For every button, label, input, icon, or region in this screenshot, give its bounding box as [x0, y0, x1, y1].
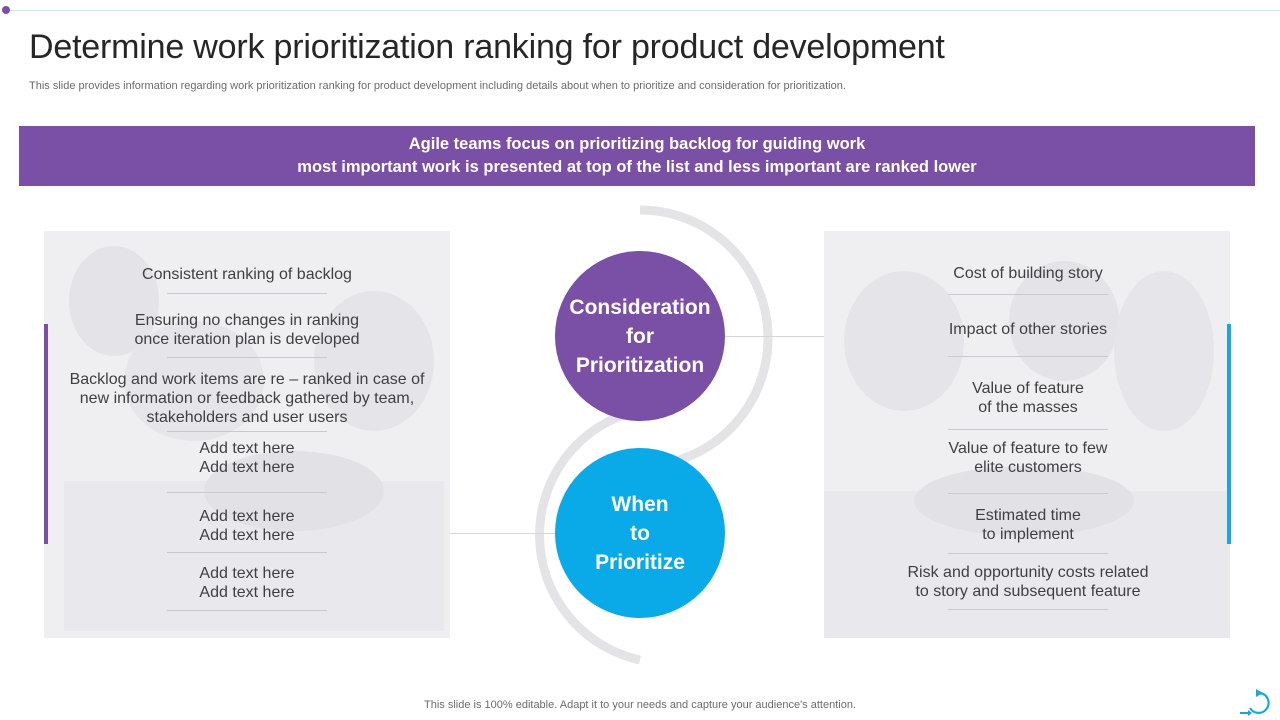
list-item: Ensuring no changes in ranking once iter… [134, 312, 360, 348]
left-connector [450, 533, 555, 534]
banner-line-1: Agile teams focus on prioritizing backlo… [408, 135, 866, 153]
left-accent-bar [44, 324, 48, 544]
right-accent-bar [1227, 324, 1231, 544]
list-item: Cost of building story [953, 265, 1103, 282]
divider [167, 610, 327, 611]
consideration-circle: Consideration for Prioritization [555, 251, 725, 421]
list-item: Backlog and work items are re – ranked i… [69, 371, 425, 426]
list-item: Add text here Add text here [199, 440, 295, 476]
top-rule [6, 10, 1280, 11]
refresh-arrow-icon [1240, 689, 1270, 716]
list-item: Value of feature of the masses [972, 380, 1084, 416]
office-photo-faded [824, 231, 1230, 638]
divider [167, 357, 327, 358]
right-connector [725, 336, 824, 337]
divider [167, 431, 327, 432]
slide-title: Determine work prioritization ranking fo… [29, 28, 945, 66]
slide-subtitle: This slide provides information regardin… [29, 80, 846, 92]
footer-note: This slide is 100% editable. Adapt it to… [424, 699, 856, 711]
list-item: Estimated time to implement [975, 507, 1081, 543]
list-item: Risk and opportunity costs related to st… [907, 564, 1149, 600]
agile-banner: Agile teams focus on prioritizing backlo… [19, 126, 1255, 186]
divider [948, 493, 1108, 494]
when-to-prioritize-circle: When to Prioritize [555, 448, 725, 618]
divider [948, 609, 1108, 610]
divider [948, 356, 1108, 357]
divider [167, 492, 327, 493]
divider [948, 294, 1108, 295]
top-rule-dot [2, 6, 10, 14]
office-photo-faded [44, 231, 450, 638]
right-panel [824, 231, 1230, 638]
banner-line-2: most important work is presented at top … [297, 158, 977, 176]
list-item: Impact of other stories [948, 321, 1108, 338]
list-item: Consistent ranking of backlog [142, 266, 352, 283]
list-item: Add text here Add text here [199, 565, 295, 601]
divider [948, 553, 1108, 554]
divider [167, 293, 327, 294]
divider [948, 429, 1108, 430]
left-panel [44, 231, 450, 638]
list-item: Value of feature to few elite customers [948, 440, 1108, 476]
divider [167, 552, 327, 553]
list-item: Add text here Add text here [199, 508, 295, 544]
